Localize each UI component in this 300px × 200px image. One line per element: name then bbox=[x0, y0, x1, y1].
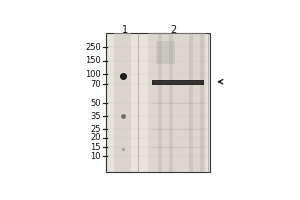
Text: 150: 150 bbox=[85, 56, 101, 65]
Text: 35: 35 bbox=[90, 112, 101, 121]
Text: 15: 15 bbox=[91, 143, 101, 152]
Text: 10: 10 bbox=[91, 152, 101, 161]
Text: 1: 1 bbox=[122, 25, 128, 35]
Text: 50: 50 bbox=[91, 99, 101, 108]
Bar bbox=[154, 81, 202, 84]
Bar bbox=[200, 33, 204, 172]
Bar bbox=[169, 33, 173, 172]
Bar bbox=[114, 33, 131, 172]
Text: 100: 100 bbox=[85, 70, 101, 79]
Text: 25: 25 bbox=[91, 125, 101, 134]
Text: 250: 250 bbox=[85, 43, 101, 52]
Bar bbox=[189, 33, 193, 172]
Bar bbox=[156, 41, 176, 64]
Bar bbox=[148, 33, 206, 172]
Text: 2: 2 bbox=[170, 25, 176, 35]
Bar bbox=[152, 80, 204, 85]
Text: 70: 70 bbox=[90, 80, 101, 89]
Bar bbox=[106, 33, 210, 172]
Bar bbox=[158, 33, 161, 172]
Text: 20: 20 bbox=[91, 133, 101, 142]
